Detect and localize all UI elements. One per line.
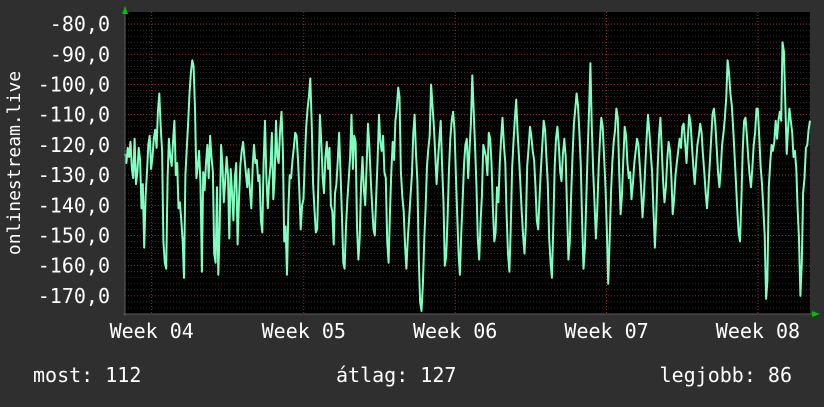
y-tick-label: -90,0 <box>50 42 110 66</box>
x-tick-label: Week 05 <box>262 319 346 343</box>
footer-best: legjobb: 86 <box>660 363 792 387</box>
x-tick-label: Week 08 <box>716 319 800 343</box>
footer-current: most: 112 <box>33 363 141 387</box>
x-tick-label: Week 06 <box>413 319 497 343</box>
y-tick-label: -120,0 <box>38 133 110 157</box>
y-axis-arrow-icon <box>122 6 128 14</box>
y-tick-label: -80,0 <box>50 12 110 36</box>
x-axis-ticks: Week 04 Week 05 Week 06 Week 07 Week 08 <box>110 319 801 343</box>
y-tick-label: -100,0 <box>38 72 110 96</box>
y-tick-label: -130,0 <box>38 163 110 187</box>
y-axis-ticks: -80,0 -90,0 -100,0 -110,0 -120,0 -130,0 -140,0… <box>38 12 110 308</box>
y-tick-label: -160,0 <box>38 254 110 278</box>
x-axis-arrow-icon <box>812 311 820 317</box>
y-tick-label: -170,0 <box>38 284 110 308</box>
footer-average: átlag: 127 <box>336 363 456 387</box>
y-tick-label: -110,0 <box>38 103 110 127</box>
series-line <box>124 41 811 312</box>
x-tick-label: Week 04 <box>110 319 194 343</box>
y-axis-label: onlinestream.live <box>4 71 25 255</box>
y-tick-label: -140,0 <box>38 193 110 217</box>
y-tick-label: -150,0 <box>38 223 110 247</box>
x-tick-label: Week 07 <box>564 319 648 343</box>
